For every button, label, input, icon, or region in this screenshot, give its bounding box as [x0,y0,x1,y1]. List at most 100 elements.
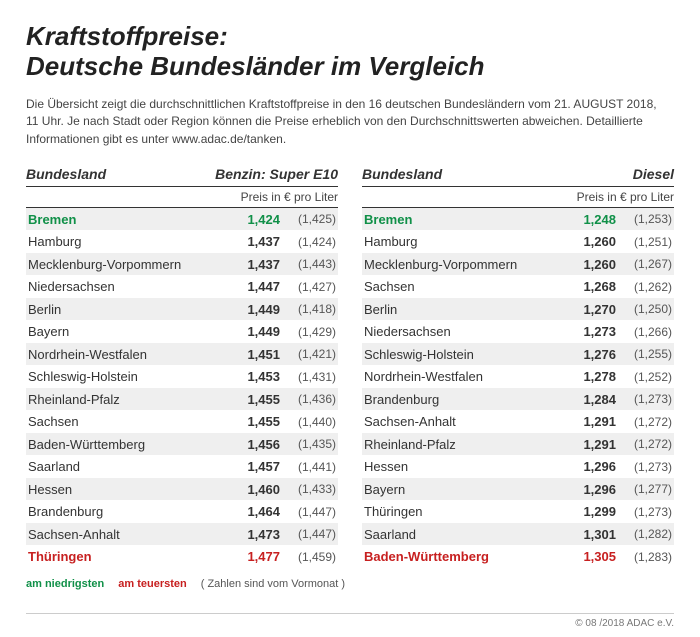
price-previous: (1,273) [616,505,674,519]
state-name: Hessen [362,459,556,474]
table-row: Schleswig-Holstein1,276(1,255) [362,343,674,366]
price-current: 1,477 [220,549,280,564]
table-row: Mecklenburg-Vorpommern1,437(1,443) [26,253,338,276]
table-row: Sachsen-Anhalt1,291(1,272) [362,410,674,433]
table-row: Thüringen1,477(1,459) [26,545,338,568]
price-previous: (1,421) [280,347,338,361]
table-row: Bayern1,449(1,429) [26,320,338,343]
table-row: Bremen1,248(1,253) [362,208,674,231]
state-name: Hamburg [362,234,556,249]
title-line-2: Deutsche Bundesländer im Vergleich [26,51,485,81]
table-row: Saarland1,301(1,282) [362,523,674,546]
table-row: Sachsen-Anhalt1,473(1,447) [26,523,338,546]
price-previous: (1,251) [616,235,674,249]
price-previous: (1,424) [280,235,338,249]
table-row: Baden-Württemberg1,456(1,435) [26,433,338,456]
price-current: 1,296 [556,459,616,474]
price-current: 1,455 [220,414,280,429]
state-name: Schleswig-Holstein [26,369,220,384]
header-benzin: Benzin: Super E10 [215,166,338,182]
state-name: Nordrhein-Westfalen [362,369,556,384]
price-current: 1,451 [220,347,280,362]
diesel-subheader: Preis in € pro Liter [362,187,674,208]
price-current: 1,284 [556,392,616,407]
price-previous: (1,250) [616,302,674,316]
price-previous: (1,440) [280,415,338,429]
table-row: Mecklenburg-Vorpommern1,260(1,267) [362,253,674,276]
table-row: Hamburg1,437(1,424) [26,230,338,253]
price-current: 1,453 [220,369,280,384]
price-current: 1,270 [556,302,616,317]
header-state: Bundesland [26,166,215,182]
price-previous: (1,252) [616,370,674,384]
table-row: Saarland1,457(1,441) [26,455,338,478]
price-current: 1,437 [220,257,280,272]
price-previous: (1,427) [280,280,338,294]
state-name: Rheinland-Pfalz [26,392,220,407]
state-name: Saarland [26,459,220,474]
table-row: Hessen1,296(1,273) [362,455,674,478]
price-previous: (1,425) [280,212,338,226]
state-name: Sachsen-Anhalt [362,414,556,429]
state-name: Schleswig-Holstein [362,347,556,362]
state-name: Bayern [26,324,220,339]
table-row: Hessen1,460(1,433) [26,478,338,501]
price-current: 1,457 [220,459,280,474]
header-state: Bundesland [362,166,633,182]
table-row: Thüringen1,299(1,273) [362,500,674,523]
price-current: 1,248 [556,212,616,227]
state-name: Sachsen [26,414,220,429]
state-name: Rheinland-Pfalz [362,437,556,452]
state-name: Hessen [26,482,220,497]
benzin-header: Bundesland Benzin: Super E10 [26,166,338,187]
table-row: Brandenburg1,464(1,447) [26,500,338,523]
state-name: Berlin [26,302,220,317]
price-current: 1,449 [220,324,280,339]
price-previous: (1,277) [616,482,674,496]
price-current: 1,449 [220,302,280,317]
price-previous: (1,443) [280,257,338,271]
state-name: Niedersachsen [362,324,556,339]
intro-text: Die Übersicht zeigt die durchschnittlich… [26,96,666,148]
price-previous: (1,266) [616,325,674,339]
state-name: Baden-Württemberg [26,437,220,452]
diesel-header: Bundesland Diesel [362,166,674,187]
legend-low: am niedrigsten [26,578,104,590]
state-name: Mecklenburg-Vorpommern [362,257,556,272]
page-title: Kraftstoffpreise: Deutsche Bundesländer … [26,22,674,82]
price-previous: (1,253) [616,212,674,226]
table-row: Bayern1,296(1,277) [362,478,674,501]
price-current: 1,301 [556,527,616,542]
price-previous: (1,282) [616,527,674,541]
legend-high: am teuersten [118,578,186,590]
state-name: Thüringen [26,549,220,564]
state-name: Sachsen [362,279,556,294]
header-diesel: Diesel [633,166,674,182]
price-current: 1,296 [556,482,616,497]
price-previous: (1,447) [280,505,338,519]
price-current: 1,299 [556,504,616,519]
price-previous: (1,429) [280,325,338,339]
state-name: Bayern [362,482,556,497]
price-current: 1,455 [220,392,280,407]
price-current: 1,460 [220,482,280,497]
table-row: Berlin1,270(1,250) [362,298,674,321]
table-row: Niedersachsen1,273(1,266) [362,320,674,343]
table-row: Sachsen1,268(1,262) [362,275,674,298]
footer-credit: © 08 /2018 ADAC e.V. [26,613,674,629]
price-current: 1,464 [220,504,280,519]
price-previous: (1,272) [616,437,674,451]
table-row: Berlin1,449(1,418) [26,298,338,321]
price-current: 1,424 [220,212,280,227]
price-current: 1,456 [220,437,280,452]
price-previous: (1,262) [616,280,674,294]
state-name: Berlin [362,302,556,317]
price-previous: (1,255) [616,347,674,361]
price-previous: (1,431) [280,370,338,384]
price-previous: (1,283) [616,550,674,564]
price-previous: (1,435) [280,437,338,451]
price-current: 1,260 [556,257,616,272]
price-previous: (1,273) [616,460,674,474]
price-current: 1,437 [220,234,280,249]
table-row: Rheinland-Pfalz1,455(1,436) [26,388,338,411]
